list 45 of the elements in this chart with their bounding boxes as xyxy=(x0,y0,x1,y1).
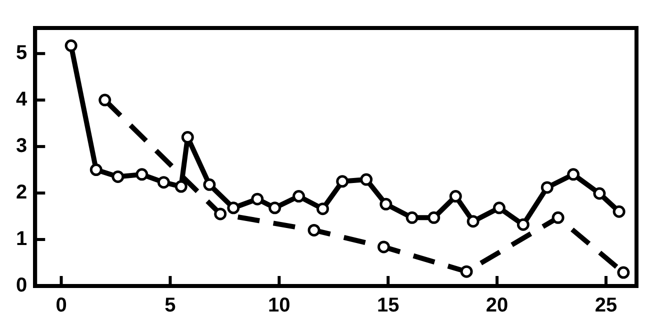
point xyxy=(157,176,170,189)
x-tick-label: 15 xyxy=(376,294,400,317)
point xyxy=(64,39,78,52)
point xyxy=(567,168,580,181)
point xyxy=(540,181,554,194)
x-tick-label: 25 xyxy=(594,294,618,317)
point xyxy=(203,178,216,191)
x-tick-label: 20 xyxy=(486,294,508,317)
x-tick-label: 5 xyxy=(164,294,176,317)
point xyxy=(378,240,390,254)
y-tick-label: 5 xyxy=(16,42,28,64)
point xyxy=(612,205,626,218)
point xyxy=(449,190,462,203)
point xyxy=(406,211,418,224)
point xyxy=(460,265,473,278)
y-tick-label: 1 xyxy=(16,228,28,250)
y-tick-label: 0 xyxy=(16,274,28,297)
point xyxy=(292,190,306,203)
point xyxy=(336,175,349,188)
point xyxy=(552,211,564,224)
point xyxy=(90,164,102,176)
point xyxy=(112,170,124,184)
point xyxy=(214,208,227,220)
point xyxy=(428,211,440,224)
point xyxy=(136,168,148,181)
point xyxy=(466,215,480,228)
point xyxy=(308,224,320,236)
point xyxy=(174,180,188,193)
point xyxy=(593,187,606,200)
x-tick-label: 10 xyxy=(268,294,290,317)
point xyxy=(380,198,392,210)
point xyxy=(316,202,329,216)
point xyxy=(516,218,530,231)
x-tick-label: 0 xyxy=(56,294,67,317)
point xyxy=(181,130,194,144)
point xyxy=(268,202,282,214)
y-tick-label: 2 xyxy=(16,182,28,204)
point xyxy=(251,192,264,206)
y-tick-label: 3 xyxy=(16,135,28,158)
point xyxy=(617,266,630,279)
point xyxy=(98,94,112,106)
point xyxy=(360,173,373,186)
point xyxy=(227,202,240,214)
point xyxy=(492,202,506,214)
y-tick-label: 4 xyxy=(16,88,28,111)
